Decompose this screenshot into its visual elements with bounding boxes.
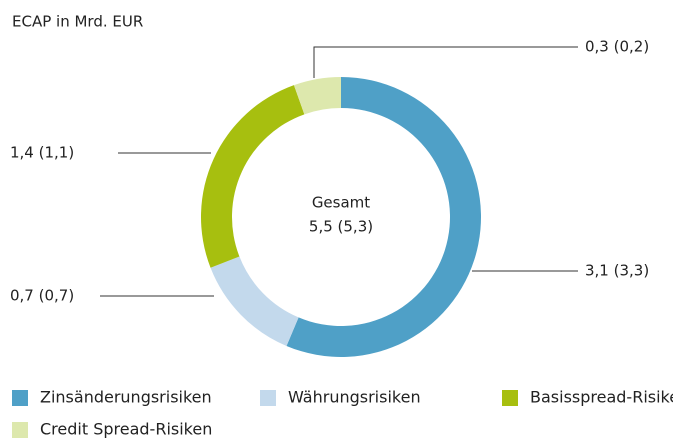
donut-segment — [293, 77, 341, 115]
chart-title: ECAP in Mrd. EUR — [12, 13, 143, 31]
center-total: 5,5 (5,3) — [309, 218, 373, 236]
legend-swatch — [260, 390, 276, 406]
center-title: Gesamt — [312, 194, 370, 212]
leader-line — [313, 46, 578, 78]
donut-segment — [200, 85, 305, 268]
data-label: 3,1 (3,3) — [585, 262, 649, 280]
legend-swatch — [502, 390, 518, 406]
legend-label: Währungsrisiken — [288, 388, 421, 407]
legend-label: Zinsänderungsrisiken — [40, 388, 212, 407]
data-label: 0,3 (0,2) — [585, 38, 649, 56]
legend-swatch — [12, 422, 28, 438]
donut-segment — [286, 77, 481, 357]
data-label: 1,4 (1,1) — [10, 144, 74, 162]
legend-label: Basisspread-Risiken — [530, 388, 673, 407]
data-label: 0,7 (0,7) — [10, 287, 74, 305]
donut-segment — [210, 256, 299, 346]
legend-swatch — [12, 390, 28, 406]
legend-label: Credit Spread-Risiken — [40, 420, 212, 439]
